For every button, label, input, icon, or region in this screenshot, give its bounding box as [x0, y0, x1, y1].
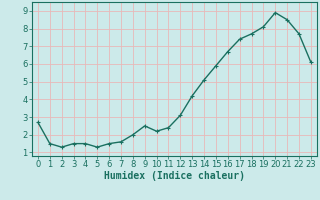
X-axis label: Humidex (Indice chaleur): Humidex (Indice chaleur) — [104, 171, 245, 181]
